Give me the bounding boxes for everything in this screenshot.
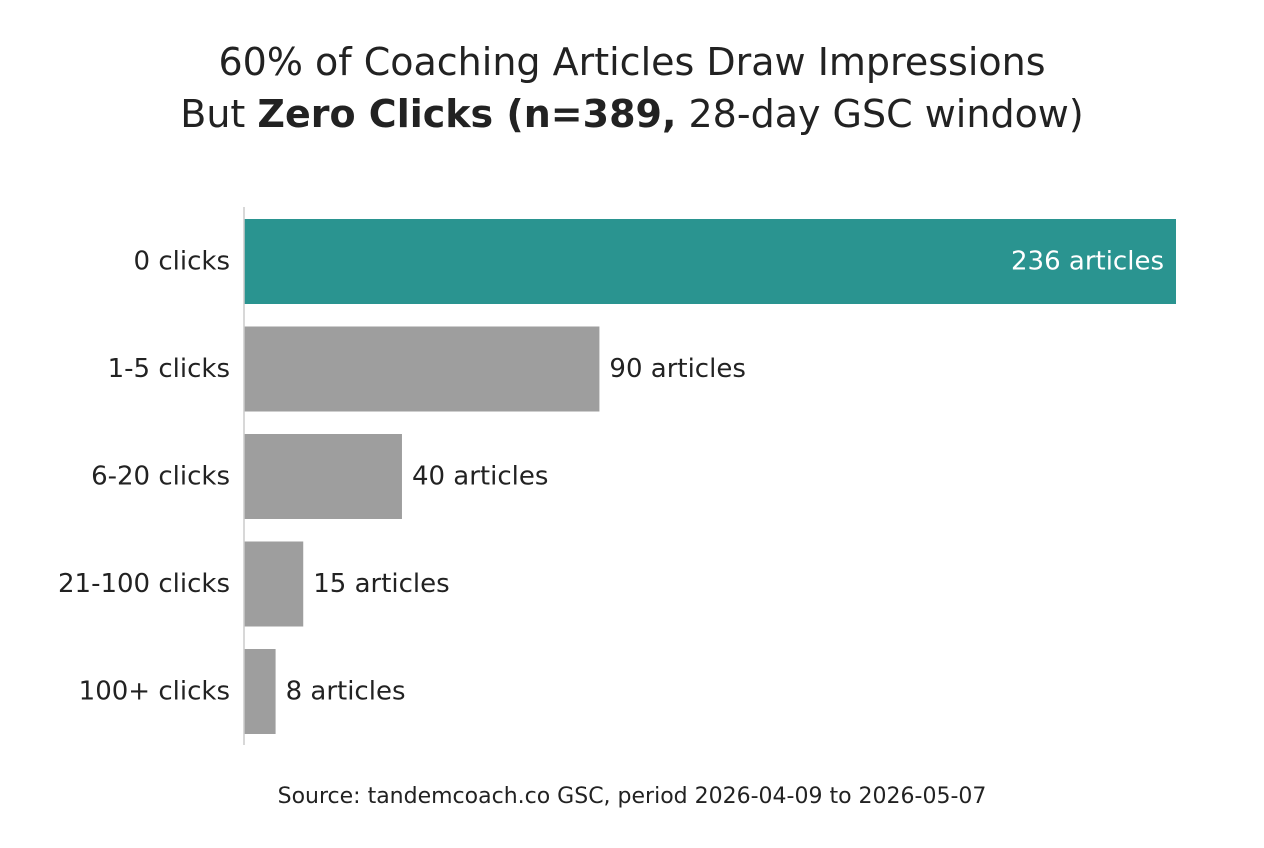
title-line-2-suffix: 28-day GSC window) xyxy=(676,92,1084,136)
value-label-0: 236 articles xyxy=(1011,247,1164,277)
bar-1 xyxy=(244,326,600,412)
category-label-3: 21-100 clicks xyxy=(58,569,230,599)
bar-3 xyxy=(244,541,304,627)
category-label-2: 6-20 clicks xyxy=(91,462,230,492)
title-line-1: 60% of Coaching Articles Draw Impression… xyxy=(218,40,1046,84)
category-label-1: 1-5 clicks xyxy=(108,354,230,384)
title-line-2: But Zero Clicks (n=389, 28-day GSC windo… xyxy=(0,88,1264,140)
title-bold-text: Zero Clicks (n=389, xyxy=(257,92,677,136)
title-line-2-prefix: But xyxy=(180,92,258,136)
value-label-2: 40 articles xyxy=(412,462,548,492)
bar-4 xyxy=(244,649,276,734)
value-label-3: 15 articles xyxy=(313,569,449,599)
chart-title: 60% of Coaching Articles Draw Impression… xyxy=(0,36,1264,140)
value-label-1: 90 articles xyxy=(609,354,745,384)
value-label-4: 8 articles xyxy=(286,677,406,707)
bar-2 xyxy=(244,434,402,519)
category-label-0: 0 clicks xyxy=(134,247,230,277)
chart-source: Source: tandemcoach.co GSC, period 2026-… xyxy=(277,784,987,809)
category-label-4: 100+ clicks xyxy=(79,677,230,707)
bar-0 xyxy=(244,219,1176,304)
